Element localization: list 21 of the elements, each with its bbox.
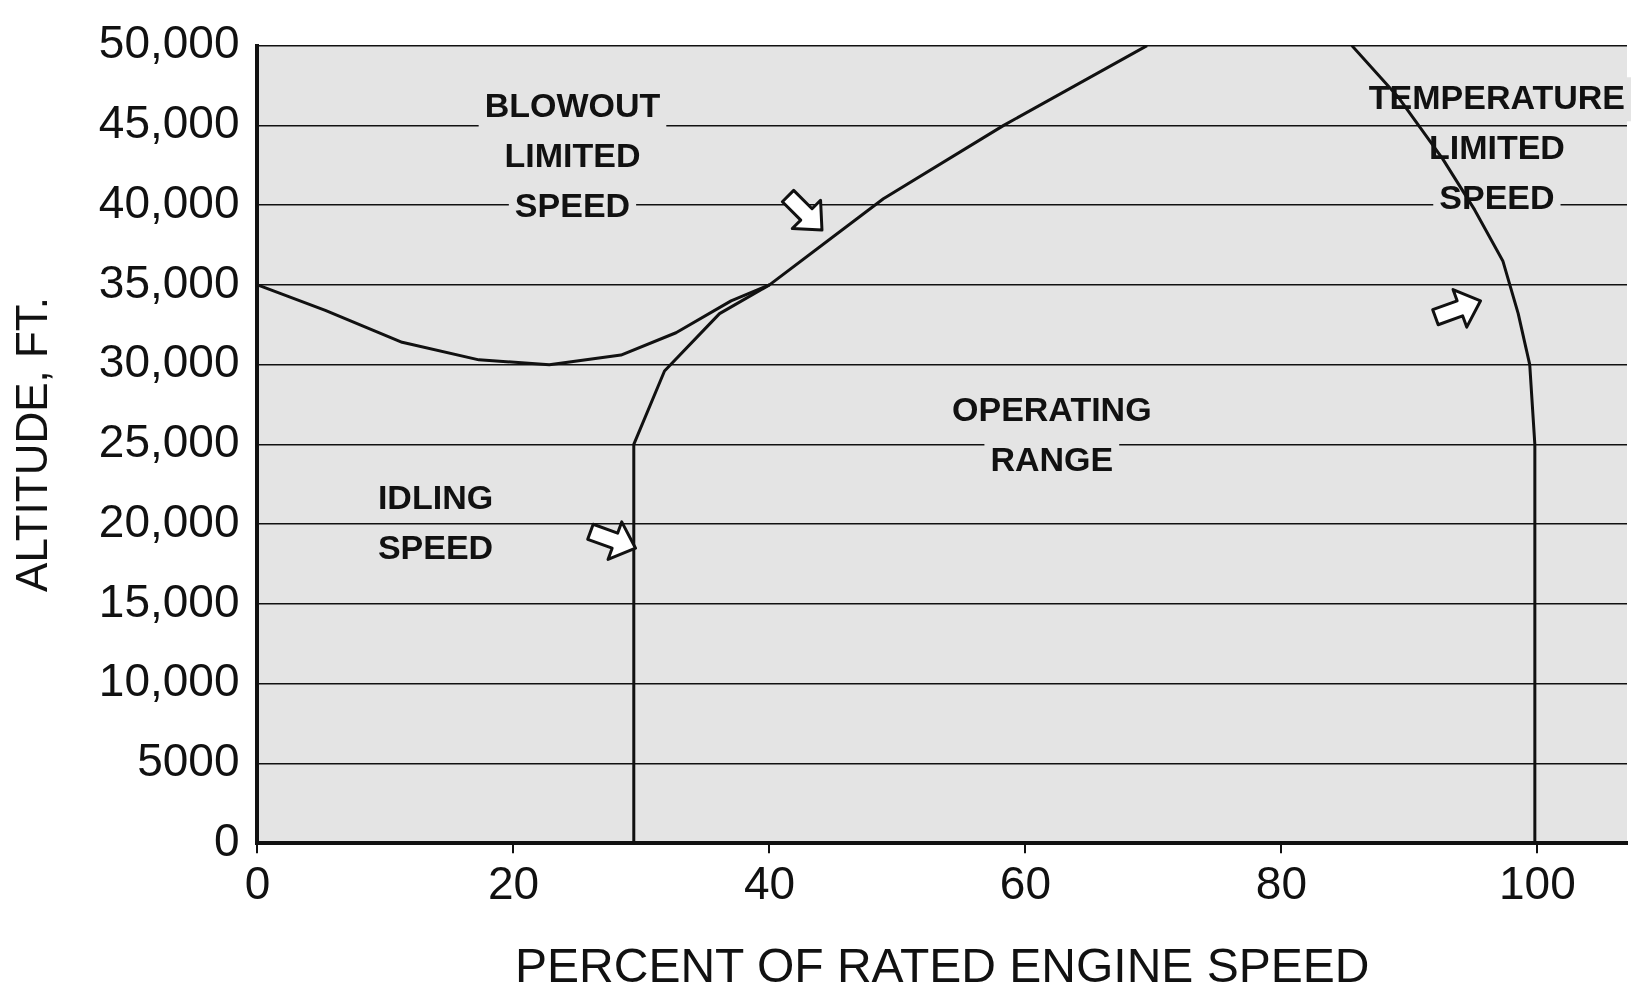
y-tick-label: 15,000	[98, 574, 240, 627]
y-tick-label: 35,000	[98, 255, 240, 308]
y-tick-label: 45,000	[98, 96, 240, 149]
x-tick-label: 40	[743, 857, 796, 910]
x-tick-label: 20	[487, 857, 540, 910]
y-tick-label: 10,000	[98, 654, 240, 707]
y-tick-label: 50,000	[98, 16, 240, 69]
y-tick-label: 0	[213, 813, 240, 866]
x-tick-label: 100	[1499, 857, 1576, 910]
y-tick-label: 25,000	[98, 415, 240, 468]
annotation: BLOWOUT LIMITED SPEED	[484, 85, 661, 224]
y-axis-title: ALTITUDE, FT.	[6, 296, 56, 592]
y-tick-label: 5000	[137, 734, 240, 787]
x-axis-title: PERCENT OF RATED ENGINE SPEED	[515, 939, 1370, 993]
y-tick-label: 20,000	[98, 494, 240, 547]
y-tick-label: 30,000	[98, 335, 240, 388]
y-tick-label: 40,000	[98, 175, 240, 228]
x-tick-label: 60	[999, 857, 1052, 910]
annotation: IDLING SPEED	[377, 477, 494, 566]
x-tick-label: 80	[1255, 857, 1308, 910]
annotation: OPERATING RANGE	[952, 389, 1152, 478]
